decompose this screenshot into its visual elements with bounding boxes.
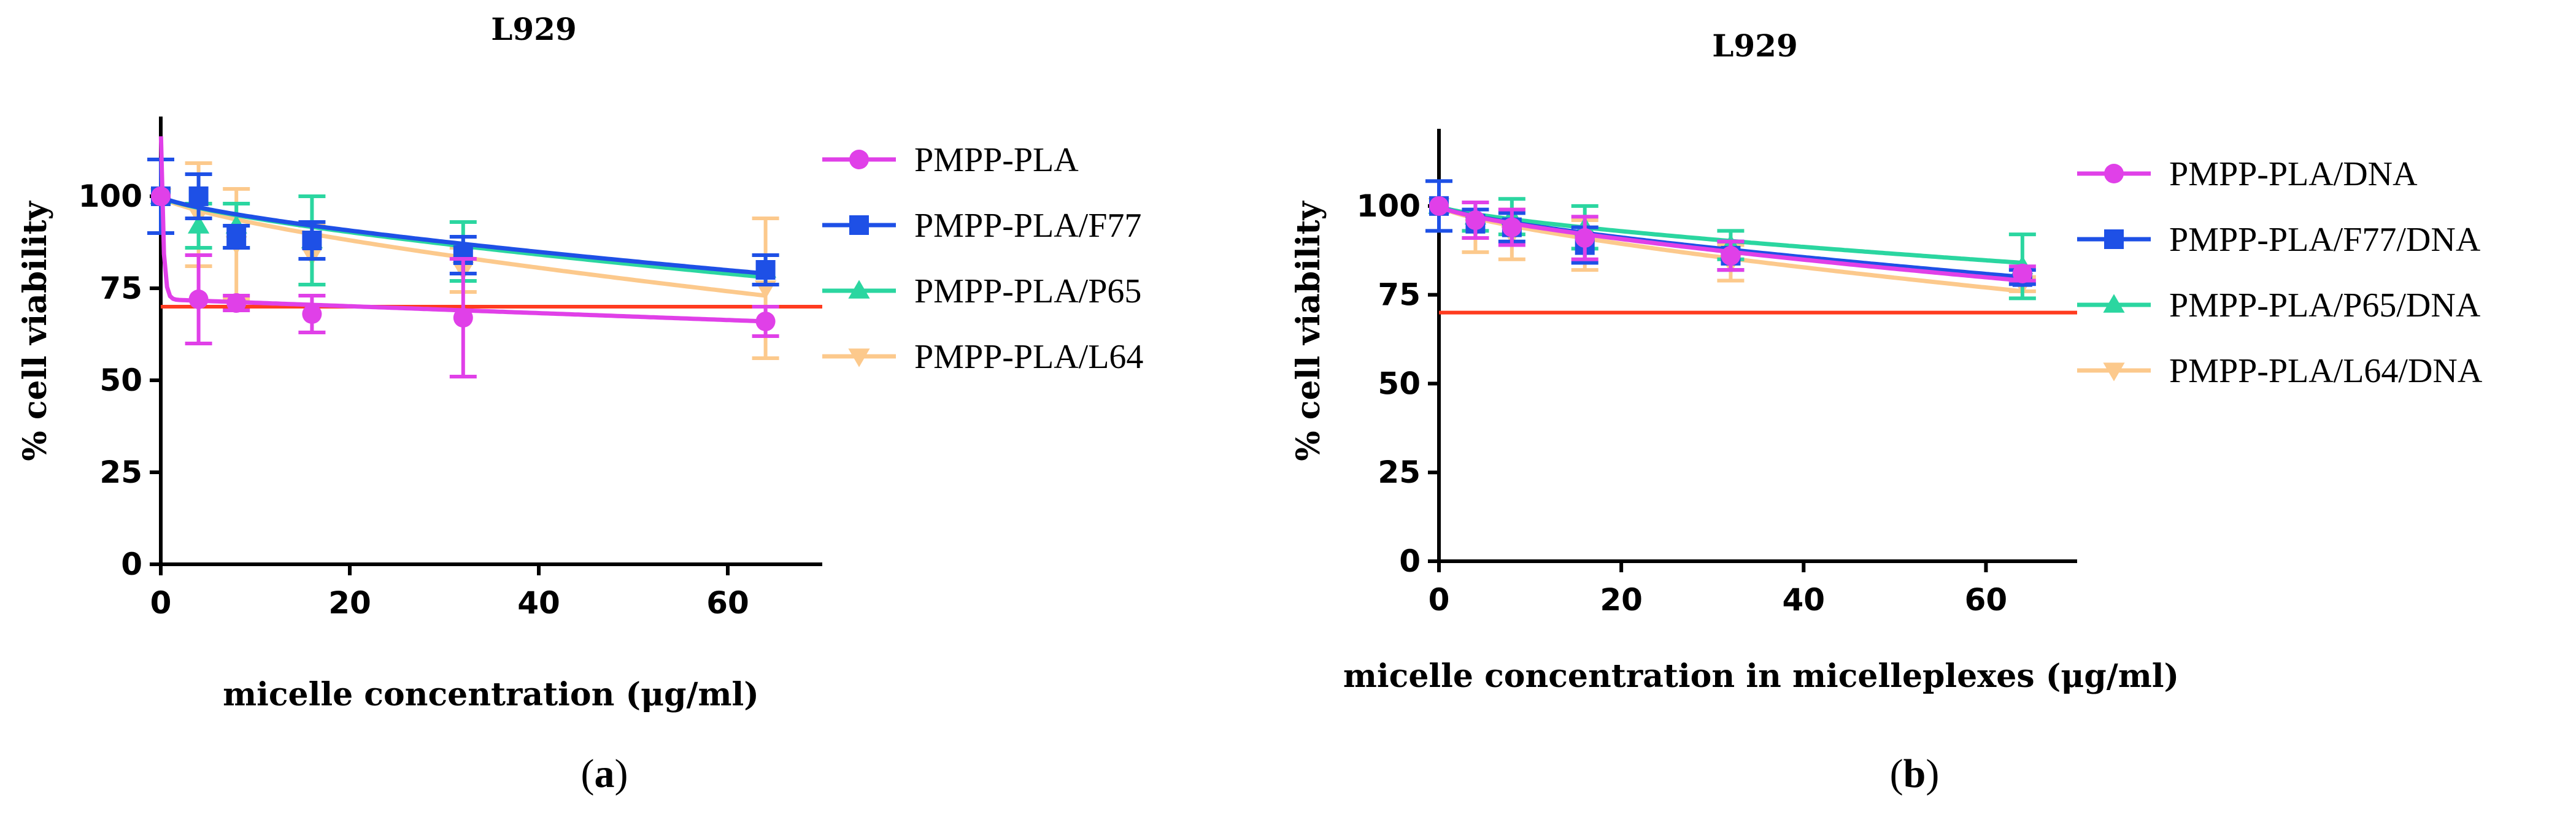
x-tick-label: 0: [150, 585, 172, 621]
axes-a: 0 25 50 75 100 0 20 40 60: [79, 117, 822, 621]
data-point: [453, 308, 473, 328]
chart-title-a: L929: [491, 11, 577, 47]
panel-label-a-letter: a: [595, 751, 615, 796]
y-tick-label: 25: [1378, 455, 1421, 490]
data-point: [1575, 228, 1595, 248]
legend-item: PMPP-PLA/F77: [822, 207, 1141, 245]
legend-item: PMPP-PLA/P65/DNA: [2077, 286, 2481, 324]
legend-item: PMPP-PLA: [822, 141, 1079, 179]
y-axis-label-b: % cell viability: [1290, 201, 1327, 461]
legend-marker: [2103, 362, 2125, 382]
y-tick-label: 50: [99, 362, 142, 398]
data-point: [226, 293, 247, 313]
data-point: [188, 290, 209, 309]
x-tick-label: 40: [1782, 582, 1825, 618]
legend-label: PMPP-PLA/L64/DNA: [2169, 352, 2483, 390]
x-tick-label: 40: [517, 585, 560, 621]
data-point: [1465, 210, 1486, 230]
legend-label: PMPP-PLA/F77/DNA: [2169, 221, 2481, 259]
data-point: [226, 227, 247, 247]
legend-label: PMPP-PLA/F77: [914, 207, 1141, 245]
y-tick-label: 0: [121, 547, 142, 582]
legend-marker: [848, 348, 870, 367]
data-point: [2012, 263, 2032, 283]
x-tick-label: 60: [706, 585, 749, 621]
data-point: [755, 312, 776, 331]
legend-item: PMPP-PLA/L64: [822, 338, 1143, 376]
axes-b: 0 25 50 75 100 0 20 40 60: [1357, 129, 2077, 618]
panel-label-b: (b): [1890, 751, 1940, 796]
y-tick-label: 0: [1399, 543, 1421, 579]
data-point: [151, 186, 171, 206]
legend-a: PMPP-PLA PMPP-PLA/F77 PMPP-PLA/P65 PMPP-PLA…: [822, 141, 1143, 376]
legend-item: PMPP-PLA/L64/DNA: [2077, 352, 2483, 390]
legend-item: PMPP-PLA/P65: [822, 272, 1141, 310]
y-tick-label: 75: [99, 270, 142, 306]
chart-panel-a: L929 % cell viability micelle concentrat…: [17, 11, 1143, 713]
x-tick-label: 0: [1429, 582, 1450, 618]
data-point: [1721, 245, 1741, 266]
data-point: [188, 186, 209, 206]
data-point: [188, 215, 210, 234]
x-tick-label: 20: [328, 585, 371, 621]
y-tick-label: 75: [1378, 277, 1421, 313]
panel-label-b-letter: b: [1903, 751, 1926, 796]
legend-label: PMPP-PLA/L64: [914, 338, 1143, 376]
y-tick-label: 25: [99, 455, 142, 490]
data-point: [1502, 217, 1522, 237]
legend-marker: [2104, 229, 2124, 249]
y-tick-label: 50: [1378, 366, 1421, 401]
chart-title-b: L929: [1712, 28, 1798, 64]
data-point: [755, 260, 776, 280]
legend-item: PMPP-PLA/DNA: [2077, 155, 2418, 193]
legend-marker: [849, 215, 869, 235]
legend-label: PMPP-PLA/DNA: [2169, 155, 2418, 193]
legend-marker: [849, 150, 869, 169]
y-tick-label: 100: [79, 178, 142, 214]
y-axis-label-a: % cell viability: [17, 201, 54, 461]
x-axis-label-b: micelle concentration in micelleplexes (…: [1343, 658, 2179, 695]
plot-area-b: [1425, 179, 2077, 315]
legend-label: PMPP-PLA: [914, 141, 1079, 179]
legend-item: PMPP-PLA/F77/DNA: [2077, 221, 2481, 259]
y-tick-label: 100: [1357, 188, 1421, 224]
legend-marker: [848, 280, 870, 299]
series-pmpp-pla-dna: [1429, 196, 2036, 283]
x-tick-label: 60: [1965, 582, 2008, 618]
x-tick-label: 20: [1600, 582, 1643, 618]
legend-marker: [2104, 164, 2124, 183]
legend-marker: [2103, 294, 2125, 313]
series-pmpp-pla: [151, 136, 779, 378]
legend-b: PMPP-PLA/DNA PMPP-PLA/F77/DNA PMPP-PLA/P65…: [2077, 155, 2483, 390]
legend-label: PMPP-PLA/P65: [914, 272, 1141, 310]
plot-area-a: [147, 136, 822, 378]
legend-label: PMPP-PLA/P65/DNA: [2169, 286, 2481, 324]
panel-label-a: (a): [581, 751, 628, 796]
data-point: [302, 304, 322, 324]
data-point: [302, 231, 322, 250]
x-axis-label-a: micelle concentration (μg/ml): [223, 676, 759, 713]
chart-panel-b: L929 % cell viability micelle concentrat…: [1290, 28, 2483, 695]
data-point: [1429, 196, 1449, 216]
